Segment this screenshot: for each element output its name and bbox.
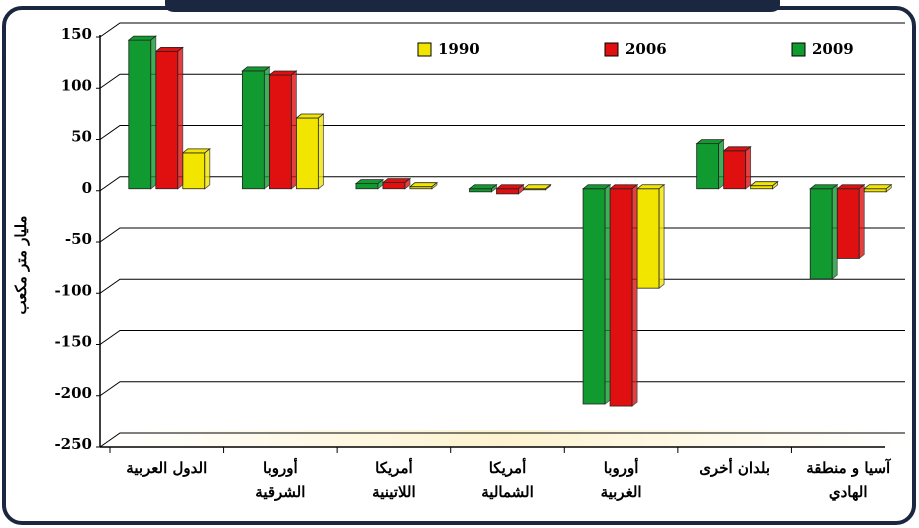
x-tick-label-line: اللاتينية xyxy=(372,483,415,501)
bar xyxy=(382,182,406,190)
y-tick-label: -200 xyxy=(54,384,92,402)
grid-line xyxy=(99,73,905,89)
bar xyxy=(496,188,519,195)
y-tick-label: 50 xyxy=(71,128,92,146)
bar xyxy=(609,188,633,407)
bar-side xyxy=(431,181,438,190)
bar xyxy=(636,188,660,289)
bar-side xyxy=(631,183,638,407)
legend-label: 1990 xyxy=(438,40,480,58)
bar-side xyxy=(545,183,551,191)
bar xyxy=(863,188,887,193)
bar-side xyxy=(745,145,752,190)
bar-side xyxy=(204,148,211,190)
bar xyxy=(696,143,720,190)
y-axis-label: مليار متر مكعب xyxy=(12,216,30,315)
x-tick-label-line: أمريكا xyxy=(375,457,413,477)
legend-label: 2006 xyxy=(625,40,667,58)
y-tick-label: 150 xyxy=(61,25,92,43)
bar xyxy=(582,188,606,405)
x-tick-label: بلدان أخرى xyxy=(699,457,770,477)
bar-side xyxy=(377,178,384,190)
legend-swatch xyxy=(604,42,619,57)
bar-side xyxy=(150,35,157,190)
bar xyxy=(809,188,833,280)
x-tick-label: أمريكا اللاتينية xyxy=(372,457,415,501)
bar xyxy=(241,70,265,190)
y-tick-label: -150 xyxy=(54,333,92,351)
x-tick-label: أوروبا الغربية xyxy=(601,457,642,501)
y-tick-label: -100 xyxy=(54,281,92,299)
x-tick-label-line: الغربية xyxy=(601,483,642,501)
grid-line xyxy=(99,22,905,38)
x-tick-label: الدول العربية xyxy=(126,459,207,477)
bar xyxy=(723,150,747,190)
x-tick-label-line: آسيا و منطقة xyxy=(806,458,892,477)
x-tick-label: آسيا و منطقة الهادي xyxy=(806,458,892,502)
x-tick-label: أمريكا الشمالية xyxy=(481,457,534,501)
legend-label: 2009 xyxy=(812,40,854,58)
bar-side xyxy=(858,183,865,260)
bar xyxy=(182,152,206,190)
bar-side xyxy=(772,180,779,190)
bar-side xyxy=(831,183,838,280)
bar-side xyxy=(177,46,184,190)
grid-line xyxy=(99,381,905,397)
y-tick-label: 0 xyxy=(82,179,92,197)
bar xyxy=(128,39,152,190)
x-tick-label-line: الهادي xyxy=(829,483,868,502)
grid-line xyxy=(99,432,905,448)
bar-side xyxy=(604,183,611,405)
bar-side xyxy=(290,70,297,190)
grid-line xyxy=(99,176,905,192)
bar xyxy=(355,183,379,190)
x-tick-label-line: الشمالية xyxy=(481,483,534,501)
x-tick-label-line: أمريكا xyxy=(489,457,527,477)
legend-swatch xyxy=(417,42,432,57)
bar xyxy=(295,117,319,190)
bar xyxy=(268,74,292,190)
grid-line xyxy=(99,125,905,140)
header-tab xyxy=(165,0,780,12)
x-tick-label: أوروبا الشرقية xyxy=(255,457,305,501)
legend-swatch xyxy=(791,42,806,57)
floor xyxy=(100,430,905,447)
y-tick-label: -50 xyxy=(65,230,92,248)
bar-side xyxy=(317,113,324,190)
bar xyxy=(469,188,492,193)
bar-side xyxy=(491,183,497,193)
x-tick-label-line: الشرقية xyxy=(255,483,305,501)
bar-side xyxy=(718,138,725,190)
bar-side xyxy=(885,183,892,193)
x-tick-label-line: أوروبا xyxy=(604,457,639,477)
grid-line xyxy=(99,330,905,345)
bar xyxy=(750,185,774,190)
y-tick-label: -250 xyxy=(54,435,92,453)
bar-side xyxy=(404,177,411,190)
x-tick-label-line: أوروبا xyxy=(263,457,298,477)
bar-side xyxy=(263,66,270,190)
y-tick-label: 100 xyxy=(61,76,92,94)
bar-side xyxy=(658,183,665,290)
bar xyxy=(155,51,179,190)
bar xyxy=(836,188,860,259)
bar-side xyxy=(518,183,524,195)
